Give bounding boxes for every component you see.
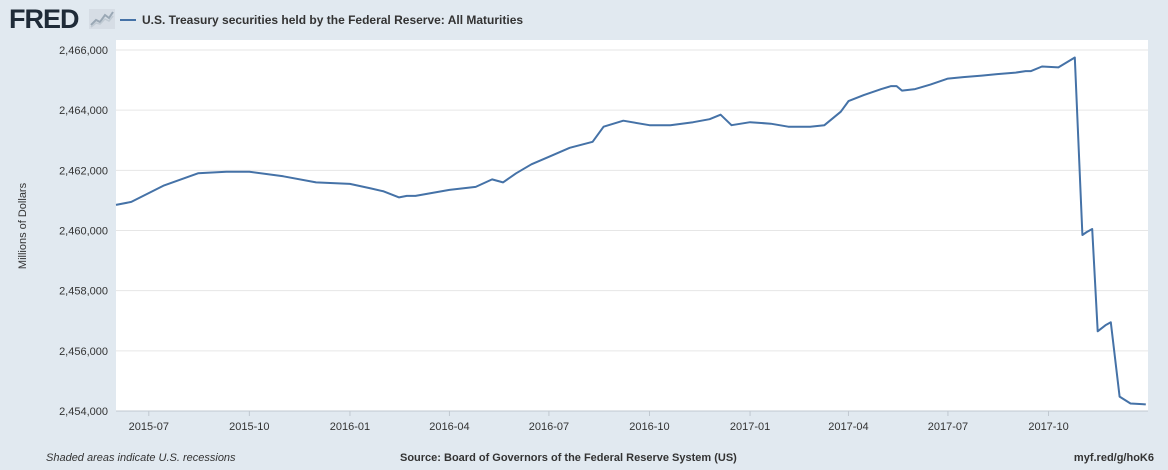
fred-sparkline-icon — [89, 9, 115, 29]
y-tick-label: 2,456,000 — [59, 346, 108, 358]
y-tick-label: 2,460,000 — [59, 226, 108, 238]
fred-logo[interactable]: FRED — [9, 4, 79, 34]
chart-legend[interactable]: U.S. Treasury securities held by the Fed… — [120, 11, 523, 29]
y-axis-ticks: 2,454,000 2,456,000 2,458,000 2,460,000 2,46… — [59, 45, 108, 418]
y-axis-title: Millions of Dollars — [17, 182, 29, 269]
short-url-link[interactable]: myf.red/g/hoK6 — [1073, 452, 1154, 464]
y-tick-label: 2,454,000 — [59, 406, 108, 418]
x-tick-label: 2015-10 — [229, 421, 269, 433]
x-axis-ticks: 2015-07 2015-10 2016-01 2016-04 2016-07 2016-… — [129, 411, 1069, 433]
chart-footer: Shaded areas indicate U.S. recessions So… — [0, 450, 1168, 470]
recession-note: Shaded areas indicate U.S. recessions — [46, 452, 236, 464]
grid-lines — [116, 49, 1148, 352]
source-note[interactable]: Source: Board of Governors of the Federa… — [400, 452, 737, 464]
line-chart[interactable]: 2,454,000 2,456,000 2,458,000 2,460,000 2,46… — [0, 0, 1168, 450]
legend-label: U.S. Treasury securities held by the Fed… — [142, 13, 524, 27]
x-tick-label: 2017-10 — [1028, 421, 1068, 433]
legend-swatch — [120, 19, 136, 21]
series-line — [115, 56, 1146, 406]
x-tick-label: 2015-07 — [129, 421, 169, 433]
x-tick-label: 2016-10 — [629, 421, 669, 433]
y-tick-label: 2,458,000 — [59, 286, 108, 298]
y-tick-label: 2,466,000 — [59, 45, 108, 57]
x-tick-label: 2017-07 — [928, 421, 968, 433]
x-tick-label: 2017-04 — [828, 421, 868, 433]
x-tick-label: 2016-04 — [429, 421, 469, 433]
x-tick-label: 2016-01 — [330, 421, 370, 433]
x-tick-label: 2016-07 — [529, 421, 569, 433]
plot-area — [116, 40, 1148, 411]
y-tick-label: 2,464,000 — [59, 105, 108, 117]
chart-header: FRED U.S. Treasury securities held by th… — [0, 0, 1168, 40]
x-tick-label: 2017-01 — [730, 421, 770, 433]
y-tick-label: 2,462,000 — [59, 165, 108, 177]
